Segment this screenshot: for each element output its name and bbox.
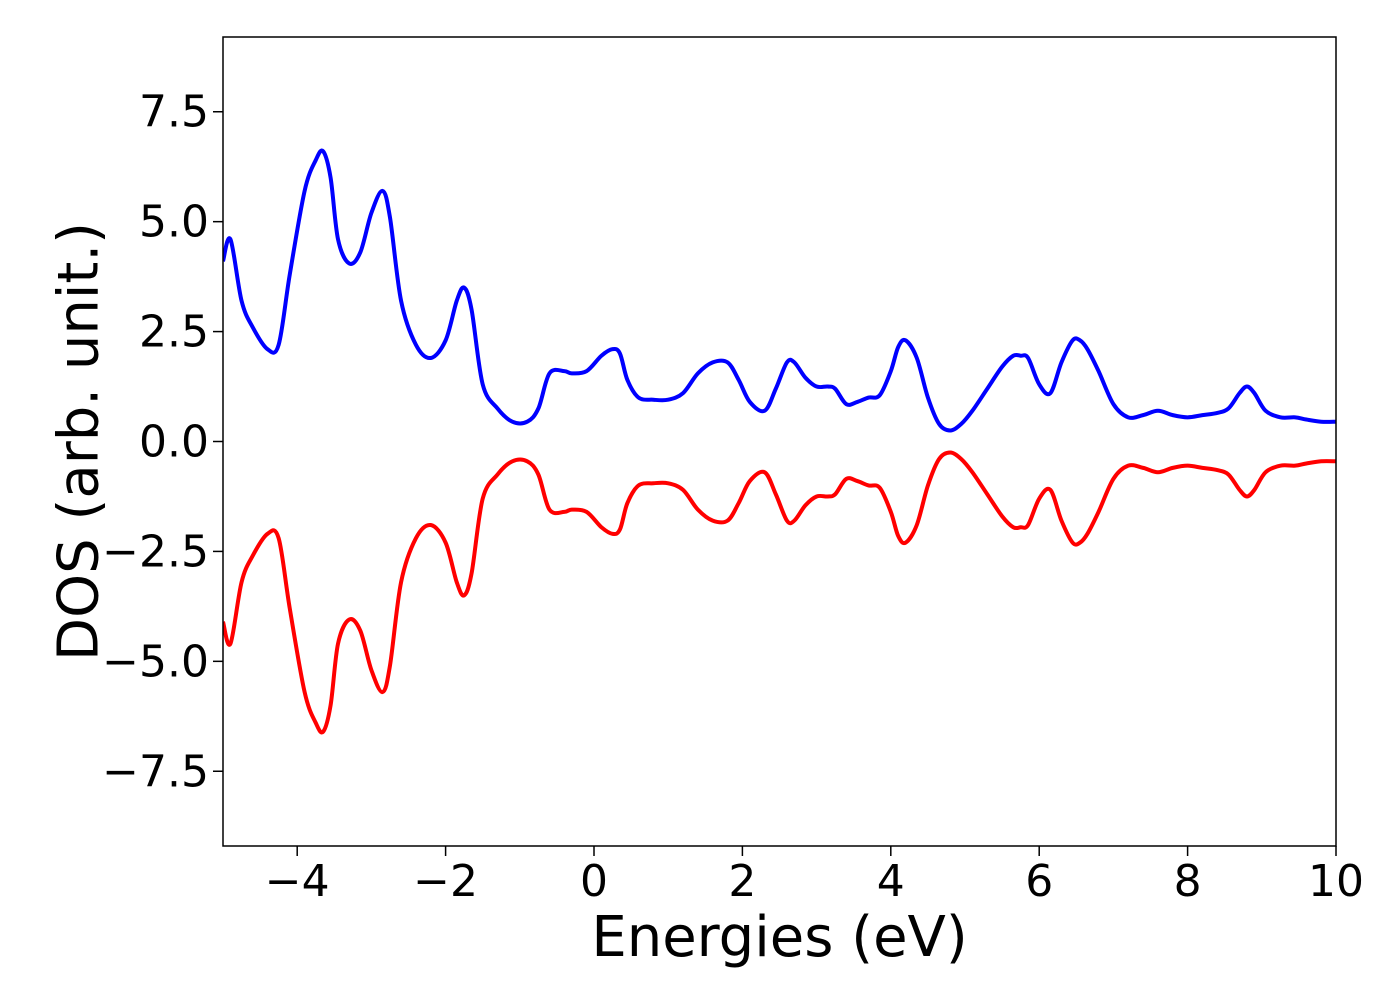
x-tick-label: −2 [413, 856, 478, 907]
x-tick-label: −4 [265, 856, 330, 907]
y-tick-label: −5.0 [102, 636, 209, 687]
x-tick-label: 0 [580, 856, 608, 907]
x-tick-label: 8 [1174, 856, 1202, 907]
x-tick-label: 4 [877, 856, 905, 907]
y-tick-label: 0.0 [139, 417, 209, 468]
plot-frame [222, 36, 1337, 847]
y-tick-label: 7.5 [139, 87, 209, 138]
dos-series-up-line [223, 148, 1336, 433]
y-tick-label: 5.0 [139, 197, 209, 248]
y-tick-label: 2.5 [139, 307, 209, 358]
x-axis-ticks: −4 −2 0 2 4 6 8 10 [265, 846, 1364, 907]
x-tick-label: 10 [1308, 856, 1364, 907]
dos-series-down-line [223, 450, 1336, 735]
y-tick-label: −7.5 [102, 746, 209, 797]
y-axis-label: DOS (arb. unit.) [47, 222, 112, 661]
y-axis-ticks: 7.5 5.0 2.5 0.0 −2.5 −5.0 −7.5 [102, 87, 223, 797]
x-axis-label: Energies (eV) [591, 905, 967, 970]
series-layer [223, 148, 1336, 735]
y-tick-label: −2.5 [102, 526, 209, 577]
x-tick-label: 6 [1025, 856, 1053, 907]
x-tick-label: 2 [728, 856, 756, 907]
